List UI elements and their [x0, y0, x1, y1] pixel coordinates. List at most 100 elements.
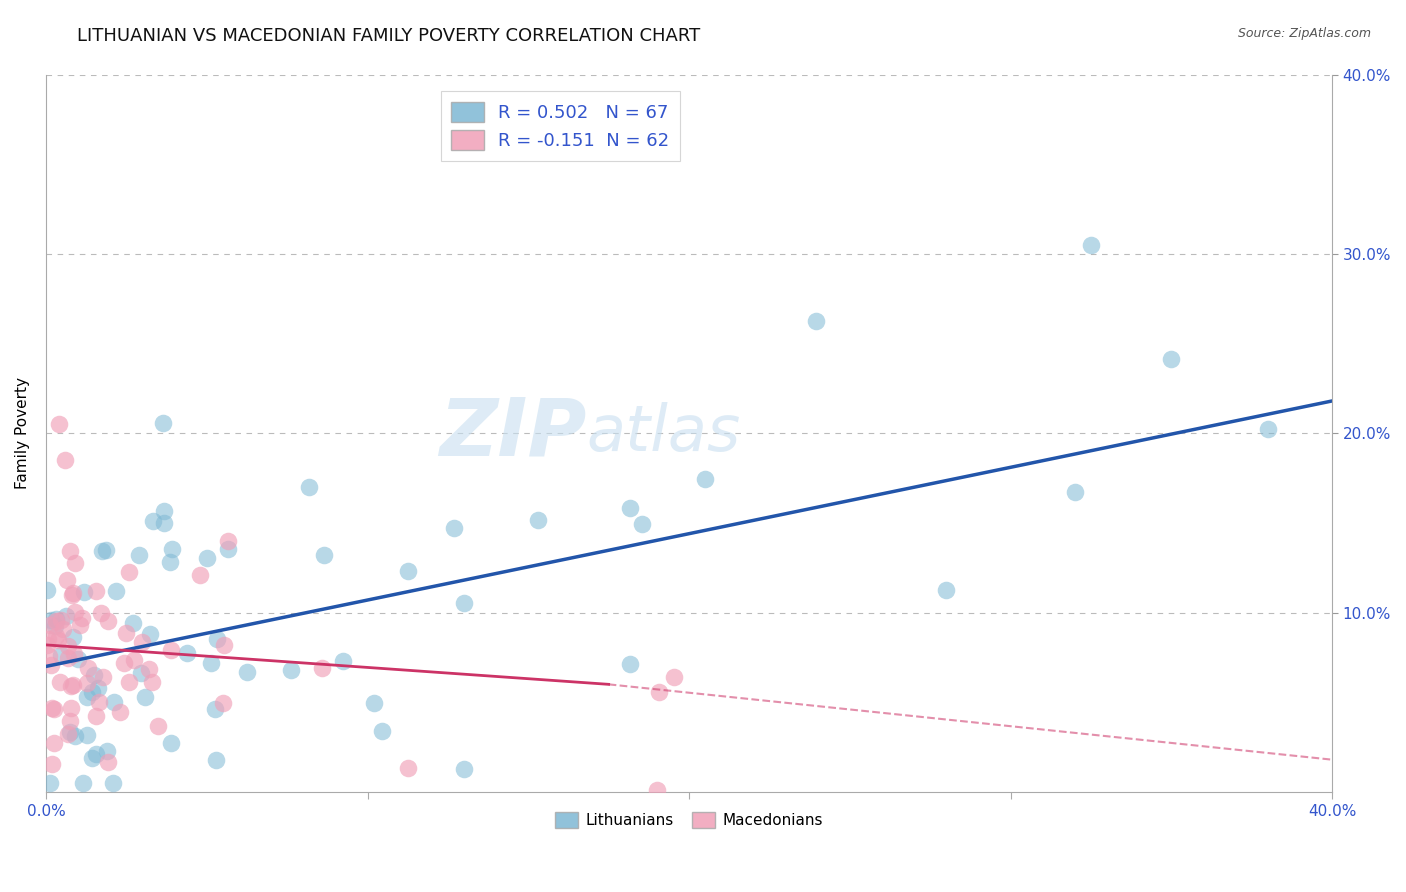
Point — [115, 626, 138, 640]
Point — [84, 709, 107, 723]
Point — [122, 653, 145, 667]
Point — [56, 639, 79, 653]
Point — [619, 501, 641, 516]
Point — [83, 668, 105, 682]
Point — [153, 503, 176, 517]
Point — [142, 514, 165, 528]
Text: ZIP: ZIP — [439, 394, 586, 472]
Point — [693, 472, 716, 486]
Point — [443, 521, 465, 535]
Point — [804, 314, 827, 328]
Legend: Lithuanians, Macedonians: Lithuanians, Macedonians — [548, 806, 830, 835]
Point — [1257, 422, 1279, 436]
Point — [80, 751, 103, 765]
Point — [77, 661, 100, 675]
Point — [62, 586, 84, 600]
Point — [41, 701, 63, 715]
Point — [45, 612, 67, 626]
Point — [62, 630, 84, 644]
Point — [236, 665, 259, 679]
Point — [131, 635, 153, 649]
Point — [108, 706, 131, 720]
Point — [122, 616, 145, 631]
Point — [42, 736, 65, 750]
Point — [84, 584, 107, 599]
Point — [41, 757, 63, 772]
Point — [298, 480, 321, 494]
Point — [935, 583, 957, 598]
Point — [527, 513, 550, 527]
Point — [59, 701, 82, 715]
Point — [1160, 352, 1182, 367]
Text: LITHUANIAN VS MACEDONIAN FAMILY POVERTY CORRELATION CHART: LITHUANIAN VS MACEDONIAN FAMILY POVERTY … — [77, 27, 700, 45]
Point — [104, 583, 127, 598]
Point — [205, 754, 228, 768]
Point — [39, 776, 62, 790]
Point — [153, 516, 176, 531]
Point — [648, 685, 671, 699]
Point — [138, 662, 160, 676]
Point — [59, 544, 82, 558]
Point — [396, 564, 419, 578]
Point — [41, 658, 63, 673]
Point — [44, 619, 66, 633]
Point — [84, 747, 107, 761]
Point — [73, 585, 96, 599]
Point — [138, 627, 160, 641]
Point — [60, 588, 83, 602]
Point — [46, 632, 69, 647]
Point — [35, 639, 58, 653]
Point — [72, 776, 94, 790]
Text: Source: ZipAtlas.com: Source: ZipAtlas.com — [1237, 27, 1371, 40]
Point — [280, 663, 302, 677]
Point — [48, 417, 70, 432]
Point — [39, 618, 62, 632]
Point — [90, 607, 112, 621]
Point — [631, 517, 654, 532]
Point — [76, 676, 98, 690]
Point — [37, 632, 59, 646]
Point — [205, 632, 228, 646]
Point — [42, 702, 65, 716]
Point — [103, 695, 125, 709]
Point — [52, 622, 75, 636]
Point — [1063, 484, 1085, 499]
Point — [51, 648, 73, 663]
Point — [141, 674, 163, 689]
Point — [101, 776, 124, 790]
Point — [49, 614, 72, 628]
Point — [97, 614, 120, 628]
Point — [91, 670, 114, 684]
Point — [129, 665, 152, 680]
Point — [65, 729, 87, 743]
Point — [55, 573, 77, 587]
Point — [159, 643, 181, 657]
Point — [162, 541, 184, 556]
Point — [97, 755, 120, 769]
Point — [453, 762, 475, 776]
Point — [118, 565, 141, 579]
Point — [453, 596, 475, 610]
Point — [59, 714, 82, 728]
Point — [371, 724, 394, 739]
Point — [94, 543, 117, 558]
Point — [363, 696, 385, 710]
Point — [86, 681, 108, 695]
Point — [70, 610, 93, 624]
Point — [662, 670, 685, 684]
Point — [67, 652, 90, 666]
Point — [39, 613, 62, 627]
Point — [63, 647, 86, 661]
Point — [312, 548, 335, 562]
Point — [56, 651, 79, 665]
Point — [76, 690, 98, 705]
Point — [80, 685, 103, 699]
Point — [38, 649, 60, 664]
Point — [76, 727, 98, 741]
Point — [195, 551, 218, 566]
Point — [35, 582, 58, 597]
Point — [160, 735, 183, 749]
Point — [1080, 238, 1102, 252]
Point — [311, 661, 333, 675]
Point — [53, 453, 76, 467]
